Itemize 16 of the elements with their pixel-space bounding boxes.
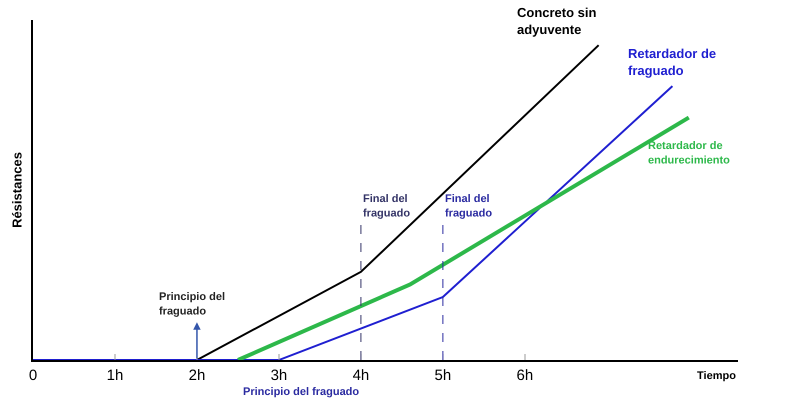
- ref-line-label: Final del fraguado: [445, 193, 492, 220]
- annotation: Principio del fraguado: [159, 291, 226, 318]
- x-tick-label: 4h: [352, 367, 370, 384]
- series-label: Retardador de endurecimiento: [648, 140, 730, 166]
- series-label: Retardador de fraguado: [628, 46, 716, 78]
- x-tick-label: 2h: [188, 367, 206, 384]
- ref-line-label: Final del fraguado: [363, 193, 410, 220]
- x-axis-title: Tiempo: [697, 370, 736, 382]
- y-axis-title: Résistances: [9, 152, 24, 228]
- x-tick-label: 6h: [516, 367, 534, 384]
- x-tick-label: 3h: [270, 367, 288, 384]
- x-tick-label: 5h: [434, 367, 452, 384]
- x-tick-label: 1h: [106, 367, 124, 384]
- x-tick-label: 0: [28, 367, 38, 384]
- series-label: Concreto sin adyuvente: [517, 5, 597, 37]
- text: Principio del fraguado: [243, 386, 360, 398]
